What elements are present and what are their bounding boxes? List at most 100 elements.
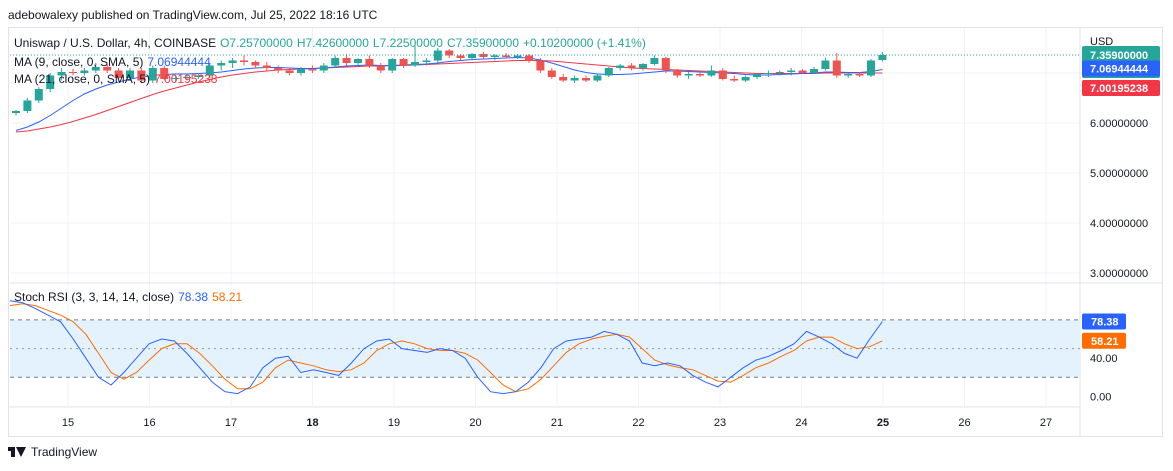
candle-body (798, 70, 807, 73)
chart-frame (8, 27, 1163, 437)
candle-body (46, 75, 55, 89)
time-tick-label: 20 (469, 417, 481, 429)
ma9-legend: MA (9, close, 0, SMA, 5) 7.06944444 (14, 55, 215, 69)
candle-body (616, 65, 625, 68)
candle-body (639, 64, 647, 68)
stoch-k-tag (1082, 313, 1126, 330)
candle-body (171, 78, 180, 79)
candle-body (342, 58, 351, 63)
ma9-price-tag (1082, 60, 1160, 77)
price-tick-label: 6.00000000 (1090, 118, 1148, 130)
candle-body (650, 58, 659, 64)
candle-body (23, 100, 32, 111)
time-tick-label: 25 (877, 417, 889, 429)
open-value: O7.25700000 (220, 36, 293, 50)
time-tick-label: 23 (714, 417, 726, 429)
time-tick-label: 27 (1040, 417, 1052, 429)
candle-body (878, 55, 887, 60)
candle-body (262, 65, 271, 68)
publish-header: adebowalexy published on TradingView.com… (8, 8, 378, 22)
candle-body (445, 50, 454, 56)
candle-body (559, 77, 568, 81)
candle-body (34, 89, 43, 101)
candle-body (80, 70, 89, 73)
candle-body (764, 73, 773, 74)
candle-body (148, 68, 157, 81)
candle-body (354, 59, 362, 63)
candle-body (741, 77, 750, 81)
stoch-d-tag (1082, 332, 1126, 349)
ma21-line (15, 60, 883, 133)
candle-body (547, 70, 556, 77)
time-tick-label: 24 (795, 417, 807, 429)
candle-body (513, 55, 522, 57)
ma21-legend: MA (21, close, 0, SMA, 5) 7.00195238 (14, 72, 221, 86)
stoch-k-tag-text: 78.38 (1091, 316, 1119, 328)
candle-body (422, 60, 431, 62)
stoch-tick-label: 40.00 (1090, 353, 1118, 365)
candle-body (502, 55, 511, 57)
candle-body (673, 70, 682, 76)
stoch-legend: Stoch RSI (3, 3, 14, 14, close) 78.38 58.2… (14, 290, 246, 304)
candle-body (490, 55, 499, 57)
stoch-d-line (9, 303, 883, 393)
candle-body (69, 72, 77, 73)
candle-body (388, 59, 397, 71)
stoch-k-value: 78.38 (178, 290, 209, 304)
candle-body (126, 70, 134, 78)
candle-body (730, 79, 739, 81)
candle-body (456, 55, 465, 58)
ma21-price-tag (1082, 80, 1160, 96)
candle-body (205, 65, 214, 76)
ma9-value: 7.06944444 (147, 55, 211, 69)
candle-body (832, 60, 841, 76)
candle-body (844, 74, 853, 76)
ma21-label: MA (21, close, 0, SMA, 5) (14, 72, 151, 86)
candle-body (433, 50, 442, 61)
close-value: C7.35900000 (446, 36, 520, 50)
ma9-label: MA (9, close, 0, SMA, 5) (14, 55, 144, 69)
candle-body (661, 58, 670, 71)
candle-body (855, 74, 864, 76)
candle-body (627, 65, 636, 68)
candle-body (12, 111, 20, 113)
price-tick-label: 5.00000000 (1090, 168, 1148, 180)
candle-body (217, 63, 226, 66)
candle-body (707, 70, 716, 76)
candle-body (399, 59, 408, 66)
candle-body (810, 69, 818, 73)
ma9-price-tag-text: 7.06944444 (1090, 64, 1149, 76)
candle-body (137, 70, 146, 81)
stoch-d-tag-text: 58.21 (1091, 336, 1119, 348)
candle-body (536, 60, 545, 71)
candle-body (103, 67, 112, 71)
candle-body (376, 65, 385, 71)
footer-brand[interactable]: TradingView (8, 445, 97, 459)
stoch-d-value: 58.21 (212, 290, 243, 304)
low-value: L7.22500000 (372, 36, 443, 50)
candle-body (593, 75, 602, 81)
candle-body (251, 62, 260, 66)
candle-body (411, 62, 419, 66)
candle-body (775, 72, 784, 73)
current-price-tag-text: 7.35900000 (1090, 50, 1148, 62)
tradingview-logo-icon (8, 447, 26, 457)
candle-body (114, 70, 123, 78)
candle-body (331, 58, 340, 66)
currency-label: USD (1090, 36, 1113, 48)
candle-body (718, 70, 727, 79)
candle-body (285, 70, 294, 73)
candle-body (297, 69, 305, 73)
time-tick-label: 18 (306, 417, 318, 429)
candle-body (821, 60, 830, 69)
candle-body (194, 75, 203, 77)
symbol-label: Uniswap / U.S. Dollar, 4h, COINBASE (14, 36, 217, 50)
candle-body (684, 74, 693, 76)
price-tick-label: 4.00000000 (1090, 218, 1148, 230)
candle-body (57, 72, 66, 76)
time-tick-label: 16 (143, 417, 155, 429)
high-value: H7.42600000 (296, 36, 369, 50)
candle-body (365, 59, 374, 66)
candle-body (308, 69, 317, 71)
